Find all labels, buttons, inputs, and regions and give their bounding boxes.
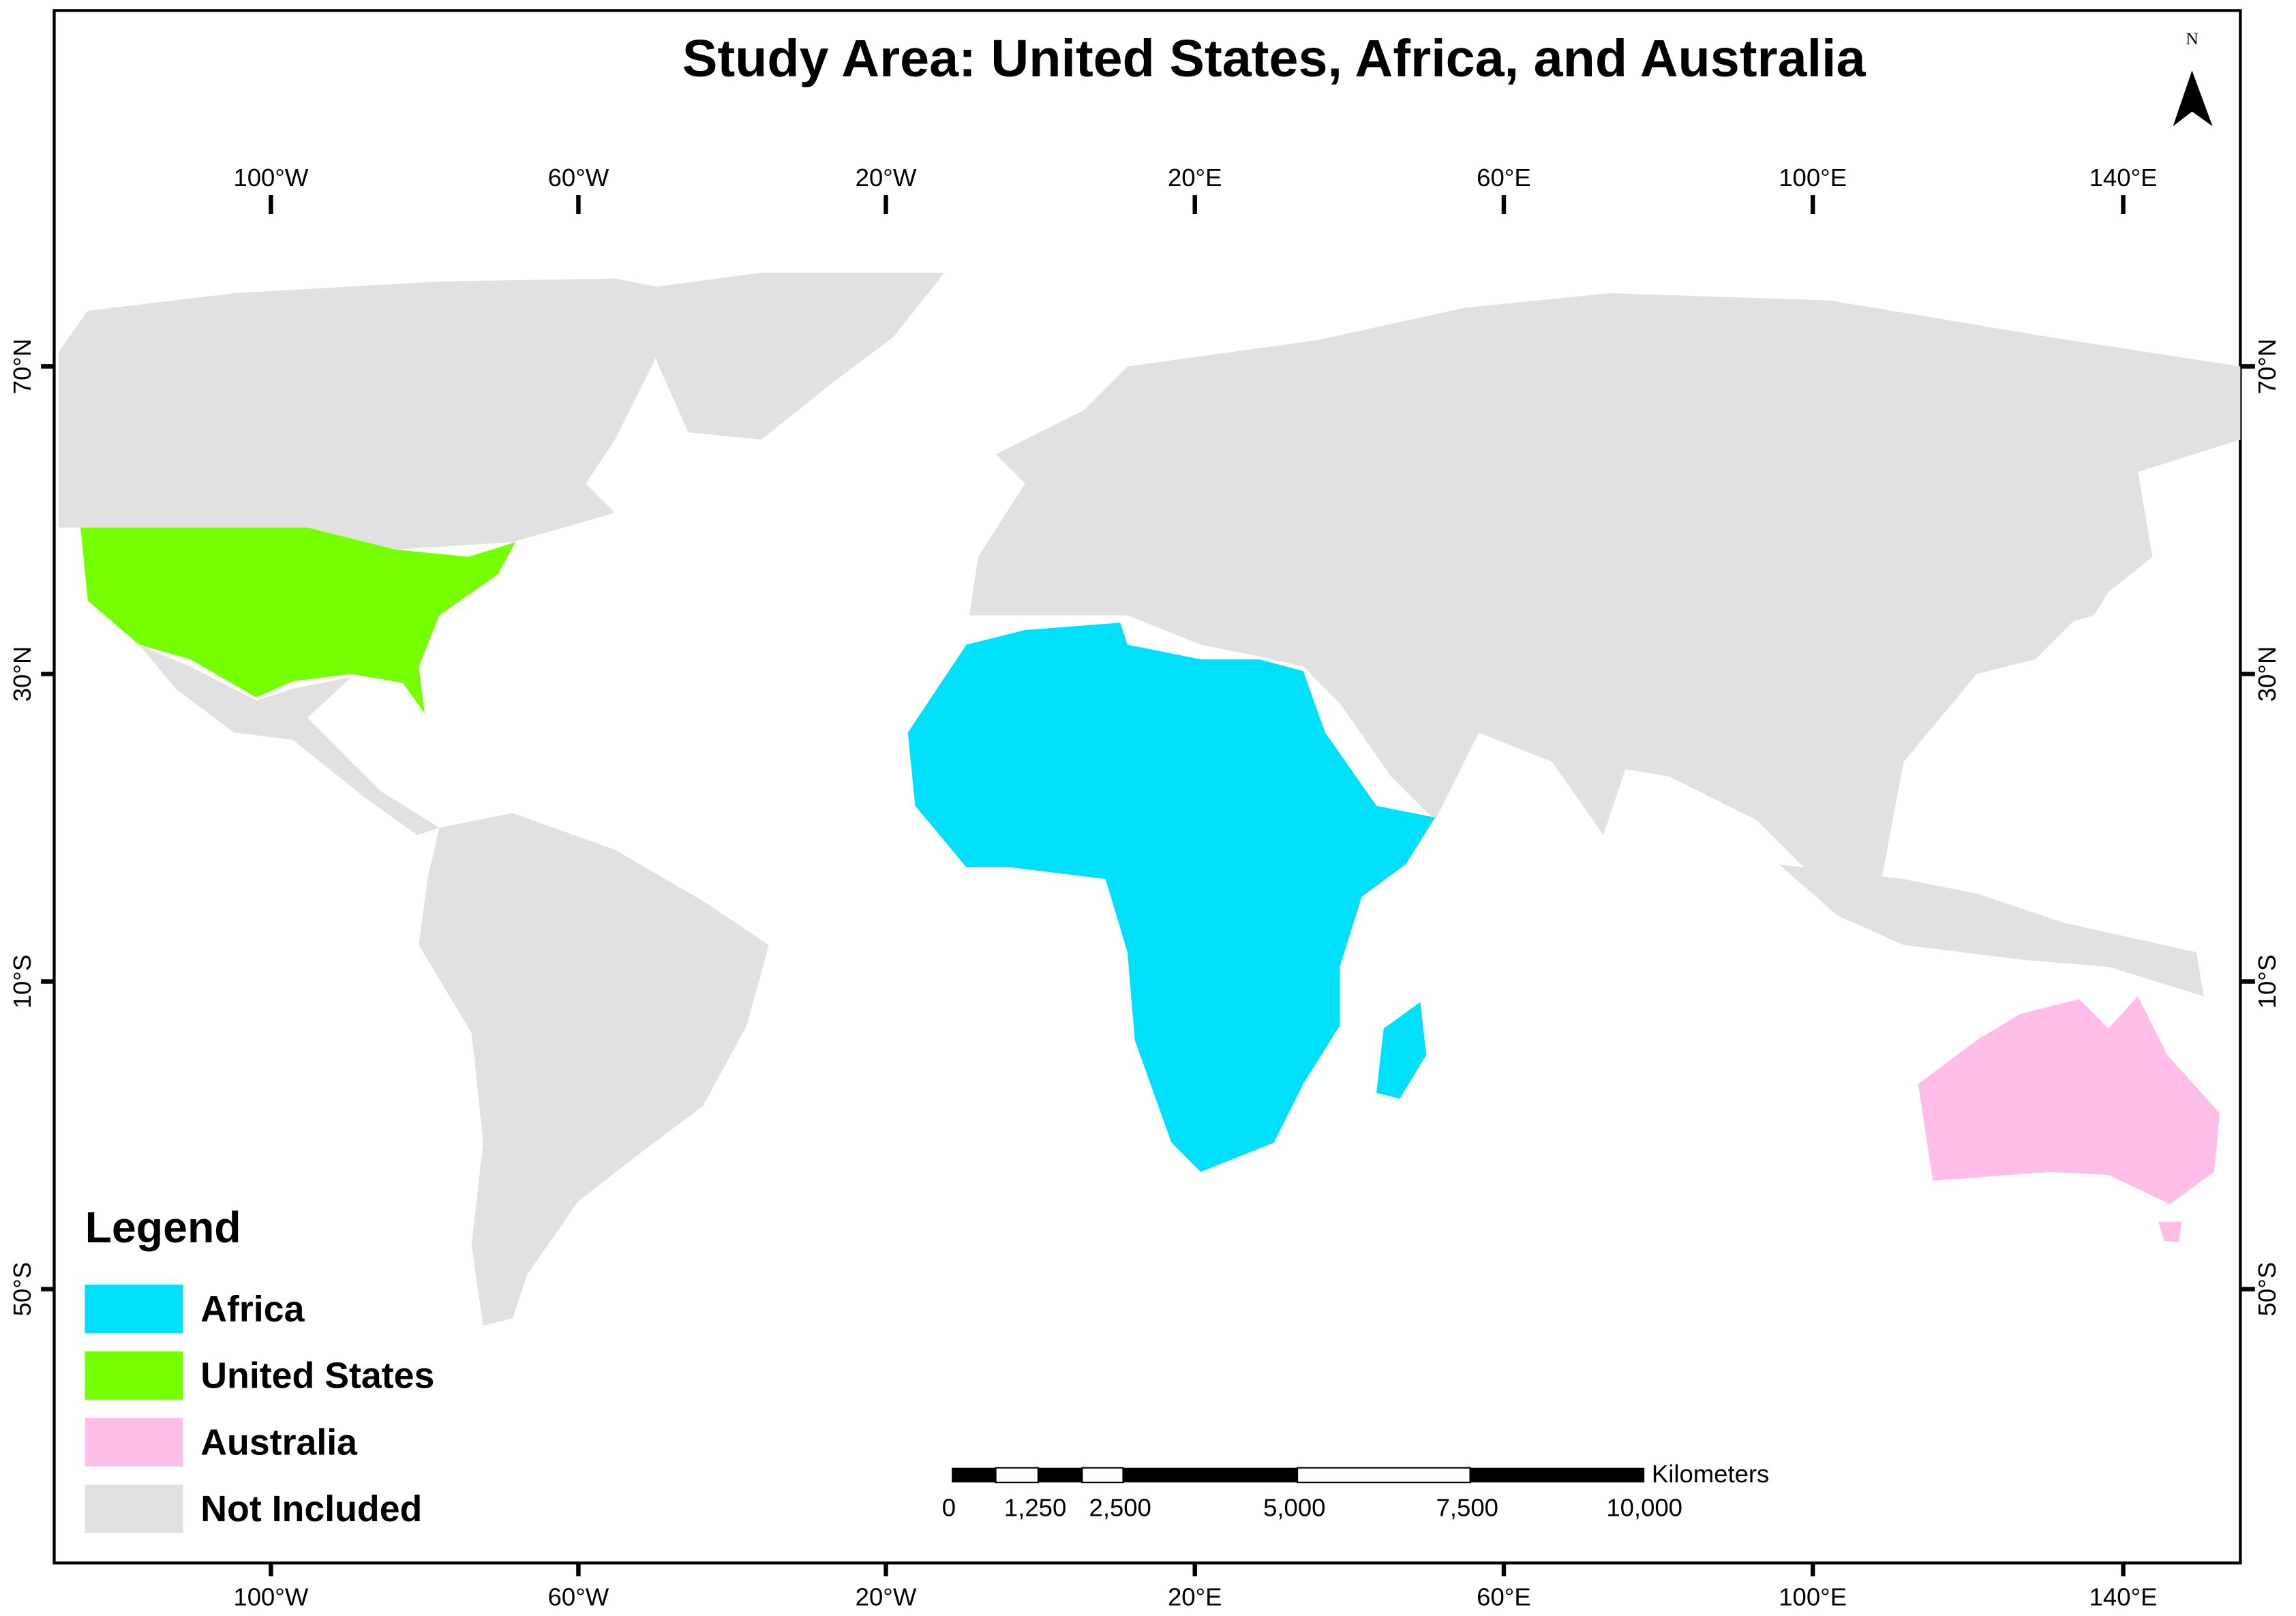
lon-label-top: 60°W bbox=[548, 164, 609, 192]
lon-label-bottom: 100°W bbox=[233, 1583, 308, 1611]
scale-bar: Kilometers 0 1,250 2,500 5,000 7,500 10,000 bbox=[942, 1460, 1770, 1521]
scale-label: 10,000 bbox=[1606, 1494, 1682, 1522]
legend-label: Africa bbox=[200, 1289, 305, 1330]
north-arrow-shape bbox=[2173, 70, 2213, 127]
lat-label-left: 50°S bbox=[8, 1262, 36, 1317]
scale-segment bbox=[1038, 1467, 1083, 1483]
scale-segment bbox=[1081, 1467, 1124, 1484]
tasmania bbox=[2158, 1221, 2182, 1242]
legend-label: Australia bbox=[200, 1422, 358, 1463]
madagascar bbox=[1376, 1002, 1427, 1099]
legend-label: United States bbox=[200, 1356, 434, 1396]
lon-label-bottom: 100°E bbox=[1779, 1583, 1847, 1611]
scale-label: 2,500 bbox=[1089, 1494, 1151, 1522]
scale-label: 7,500 bbox=[1436, 1494, 1498, 1522]
greenland bbox=[629, 272, 945, 440]
scale-unit: Kilometers bbox=[1652, 1460, 1769, 1488]
north-america bbox=[58, 278, 689, 550]
united-states bbox=[80, 527, 516, 714]
lat-label-right: 70°N bbox=[2253, 339, 2281, 395]
lat-label-right: 30°N bbox=[2253, 646, 2281, 702]
land bbox=[58, 272, 2241, 1326]
lon-label-top: 20°E bbox=[1168, 164, 1222, 192]
africa bbox=[907, 623, 1435, 1172]
lon-label-bottom: 140°E bbox=[2089, 1583, 2158, 1611]
lat-label-left: 30°N bbox=[8, 646, 36, 702]
southeast-asia bbox=[1779, 864, 2204, 997]
japan bbox=[2042, 490, 2139, 631]
map-title: Study Area: United States, Africa, and A… bbox=[682, 29, 1867, 88]
legend-items: Africa United States Australia Not Included bbox=[85, 1285, 434, 1533]
legend: Legend Africa United States Australia Not I… bbox=[85, 1203, 434, 1533]
lat-label-left: 10°S bbox=[8, 955, 36, 1009]
lon-label-bottom: 60°W bbox=[548, 1583, 609, 1611]
scale-label: 1,250 bbox=[1004, 1494, 1066, 1522]
legend-swatch bbox=[85, 1351, 183, 1400]
lon-label-top: 140°E bbox=[2089, 164, 2158, 192]
lon-label-bottom: 60°E bbox=[1477, 1583, 1531, 1611]
scale-segment bbox=[1470, 1467, 1645, 1483]
legend-title: Legend bbox=[85, 1203, 241, 1252]
australia bbox=[1918, 996, 2220, 1205]
north-arrow: N bbox=[2173, 29, 2213, 127]
lon-label-top: 20°W bbox=[856, 164, 917, 192]
lon-label-top: 100°E bbox=[1779, 164, 1847, 192]
lon-label-bottom: 20°E bbox=[1168, 1583, 1222, 1611]
legend-swatch bbox=[85, 1285, 183, 1334]
legend-label: Not Included bbox=[200, 1488, 422, 1529]
scale-label: 0 bbox=[942, 1494, 956, 1522]
scale-segment bbox=[952, 1467, 996, 1483]
lon-label-top: 60°E bbox=[1477, 164, 1531, 192]
south-america bbox=[419, 813, 769, 1326]
lon-label-top: 100°W bbox=[233, 164, 308, 192]
central-america bbox=[139, 644, 440, 835]
scale-label: 5,000 bbox=[1263, 1494, 1325, 1522]
lat-label-left: 70°N bbox=[8, 339, 36, 395]
legend-swatch bbox=[85, 1484, 183, 1533]
lat-label-right: 10°S bbox=[2253, 955, 2281, 1009]
graticule: 100°W 100°W 60°W 60°W 20°W 20°W 20°E 20°E 60°E 60… bbox=[8, 164, 2281, 1611]
lat-label-right: 50°S bbox=[2253, 1262, 2281, 1317]
lon-label-bottom: 20°W bbox=[856, 1583, 917, 1611]
scale-segment bbox=[995, 1467, 1039, 1484]
scale-segment bbox=[1123, 1467, 1298, 1483]
north-label: N bbox=[2186, 29, 2199, 48]
scale-segment bbox=[1297, 1467, 1471, 1484]
eurasia bbox=[969, 293, 2241, 886]
legend-swatch bbox=[85, 1418, 183, 1467]
